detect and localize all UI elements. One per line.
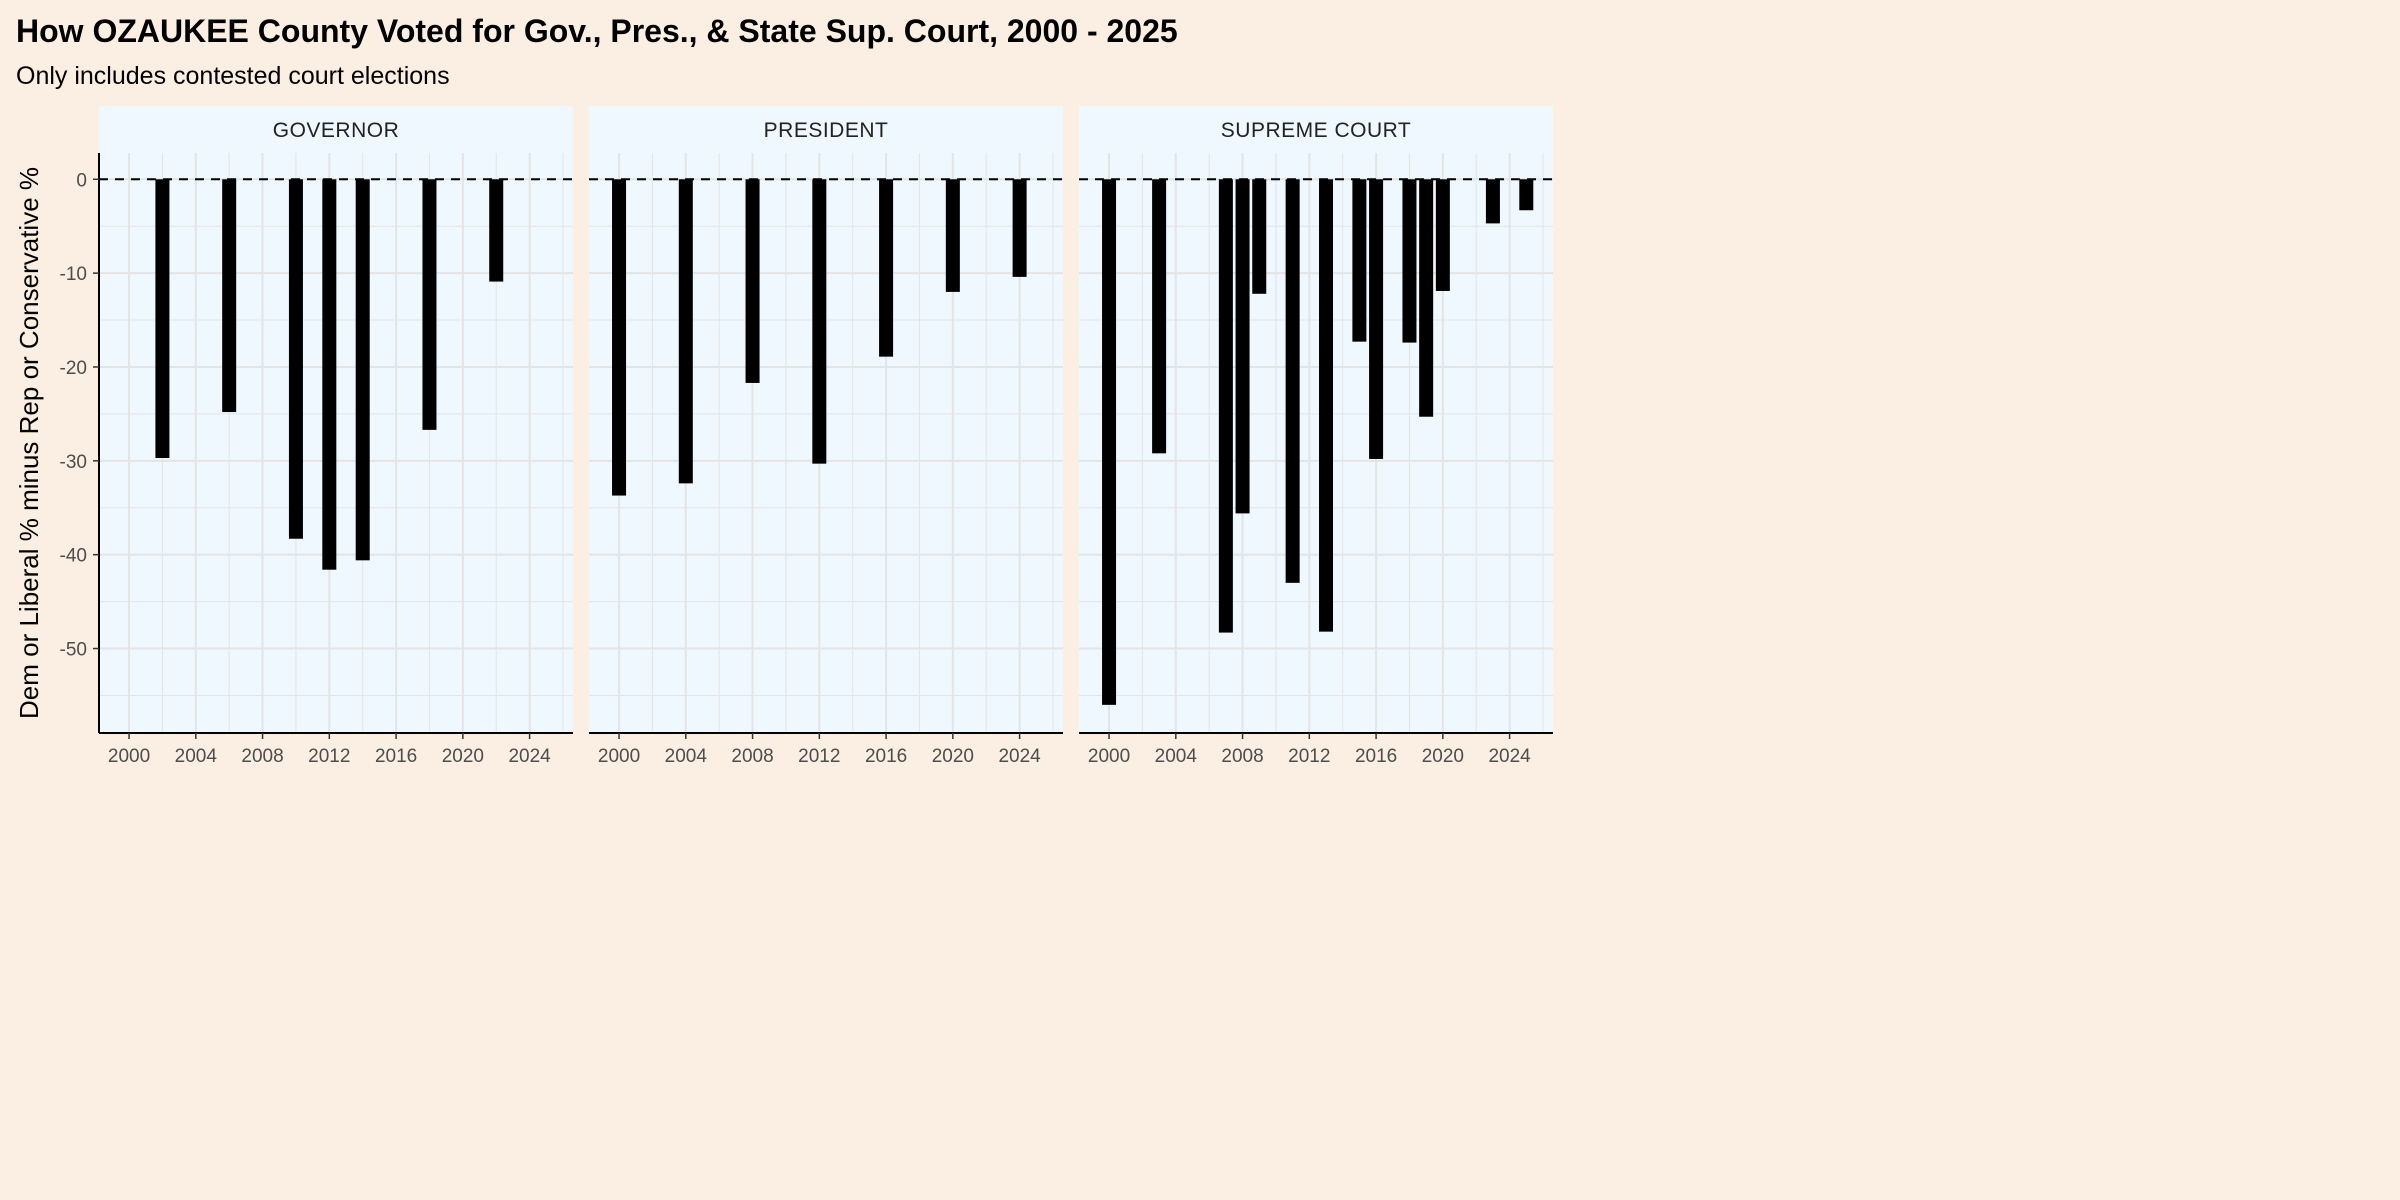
x-tick-label: 2004: [665, 746, 708, 767]
x-tick-label: 2004: [175, 746, 218, 767]
x-tick-label: 2016: [865, 746, 907, 767]
x-tick-label: 2016: [375, 746, 417, 767]
bar: [1152, 179, 1167, 454]
x-tick-label: 2008: [731, 746, 773, 767]
facet-strip-label: PRESIDENT: [764, 119, 889, 142]
x-tick-label: 2024: [1488, 746, 1531, 767]
y-tick-label: -10: [60, 264, 87, 285]
x-tick-label: 2016: [1355, 746, 1397, 767]
bar: [288, 179, 303, 539]
facet-panel-president: PRESIDENT 2000 2004 2008 2012 2016 2020 2024: [589, 106, 1063, 767]
x-tick-label: 2024: [508, 746, 551, 767]
facet-panels: GOVERNOR 0 -10 -20 -30 -40 -50 2000 2004 2008 2012…: [60, 106, 1553, 767]
bar: [1519, 179, 1534, 211]
x-tick-label: 2008: [241, 746, 283, 767]
bar: [1252, 179, 1267, 294]
x-tick-label: 2008: [1221, 746, 1263, 767]
plot-panel: [1079, 153, 1553, 733]
bar: [1419, 179, 1434, 417]
bar: [1435, 179, 1450, 291]
bar: [678, 179, 693, 484]
y-axis-label: Dem or Liberal % minus Rep or Conservati…: [14, 167, 44, 719]
bar: [355, 179, 370, 561]
facet-panel-governor: GOVERNOR 0 -10 -20 -30 -40 -50 2000 2004 2008 2012…: [60, 106, 573, 767]
y-tick-label: 0: [76, 170, 87, 191]
bar: [945, 179, 960, 292]
bar: [879, 179, 894, 357]
x-tick-label: 2020: [1422, 746, 1464, 767]
x-tick-label: 2000: [598, 746, 640, 767]
bar: [155, 179, 170, 459]
x-tick-label: 2012: [308, 746, 350, 767]
bar: [1102, 179, 1117, 705]
bar: [1218, 179, 1233, 633]
bar: [612, 179, 627, 496]
bar: [1369, 179, 1384, 459]
bar: [489, 179, 504, 282]
bar: [1485, 179, 1500, 224]
bar: [812, 179, 827, 464]
x-tick-label: 2000: [1088, 746, 1130, 767]
bar: [1012, 179, 1027, 277]
bar: [422, 179, 437, 430]
bar: [745, 179, 760, 383]
y-tick-label: -40: [60, 546, 87, 567]
bar: [1285, 179, 1300, 583]
x-tick-label: 2012: [798, 746, 840, 767]
facet-panel-supreme-court: SUPREME COURT 2000 2004 2008 2012 2016 2020 202…: [1079, 106, 1553, 767]
chart-title: How OZAUKEE County Voted for Gov., Pres.…: [16, 13, 1178, 49]
x-tick-label: 2004: [1155, 746, 1198, 767]
x-tick-label: 2000: [108, 746, 150, 767]
bar: [1402, 179, 1417, 343]
bar: [1235, 179, 1250, 514]
y-tick-label: -50: [60, 640, 87, 661]
facet-strip: [1079, 106, 1553, 153]
chart-subtitle: Only includes contested court elections: [16, 62, 450, 90]
bar: [1352, 179, 1367, 342]
y-tick-label: -30: [60, 452, 87, 473]
facet-strip-label: GOVERNOR: [273, 119, 400, 142]
x-tick-label: 2012: [1288, 746, 1330, 767]
facet-strip-label: SUPREME COURT: [1221, 119, 1411, 142]
bar: [322, 179, 337, 570]
x-tick-label: 2020: [442, 746, 484, 767]
y-tick-label: -20: [60, 358, 87, 379]
x-tick-label: 2024: [998, 746, 1041, 767]
x-tick-label: 2020: [932, 746, 974, 767]
facet-strip: [589, 106, 1063, 153]
facet-strip: [99, 106, 573, 153]
bar: [222, 179, 237, 413]
bar: [1319, 179, 1334, 632]
chart: How OZAUKEE County Voted for Gov., Pres.…: [0, 0, 1568, 784]
